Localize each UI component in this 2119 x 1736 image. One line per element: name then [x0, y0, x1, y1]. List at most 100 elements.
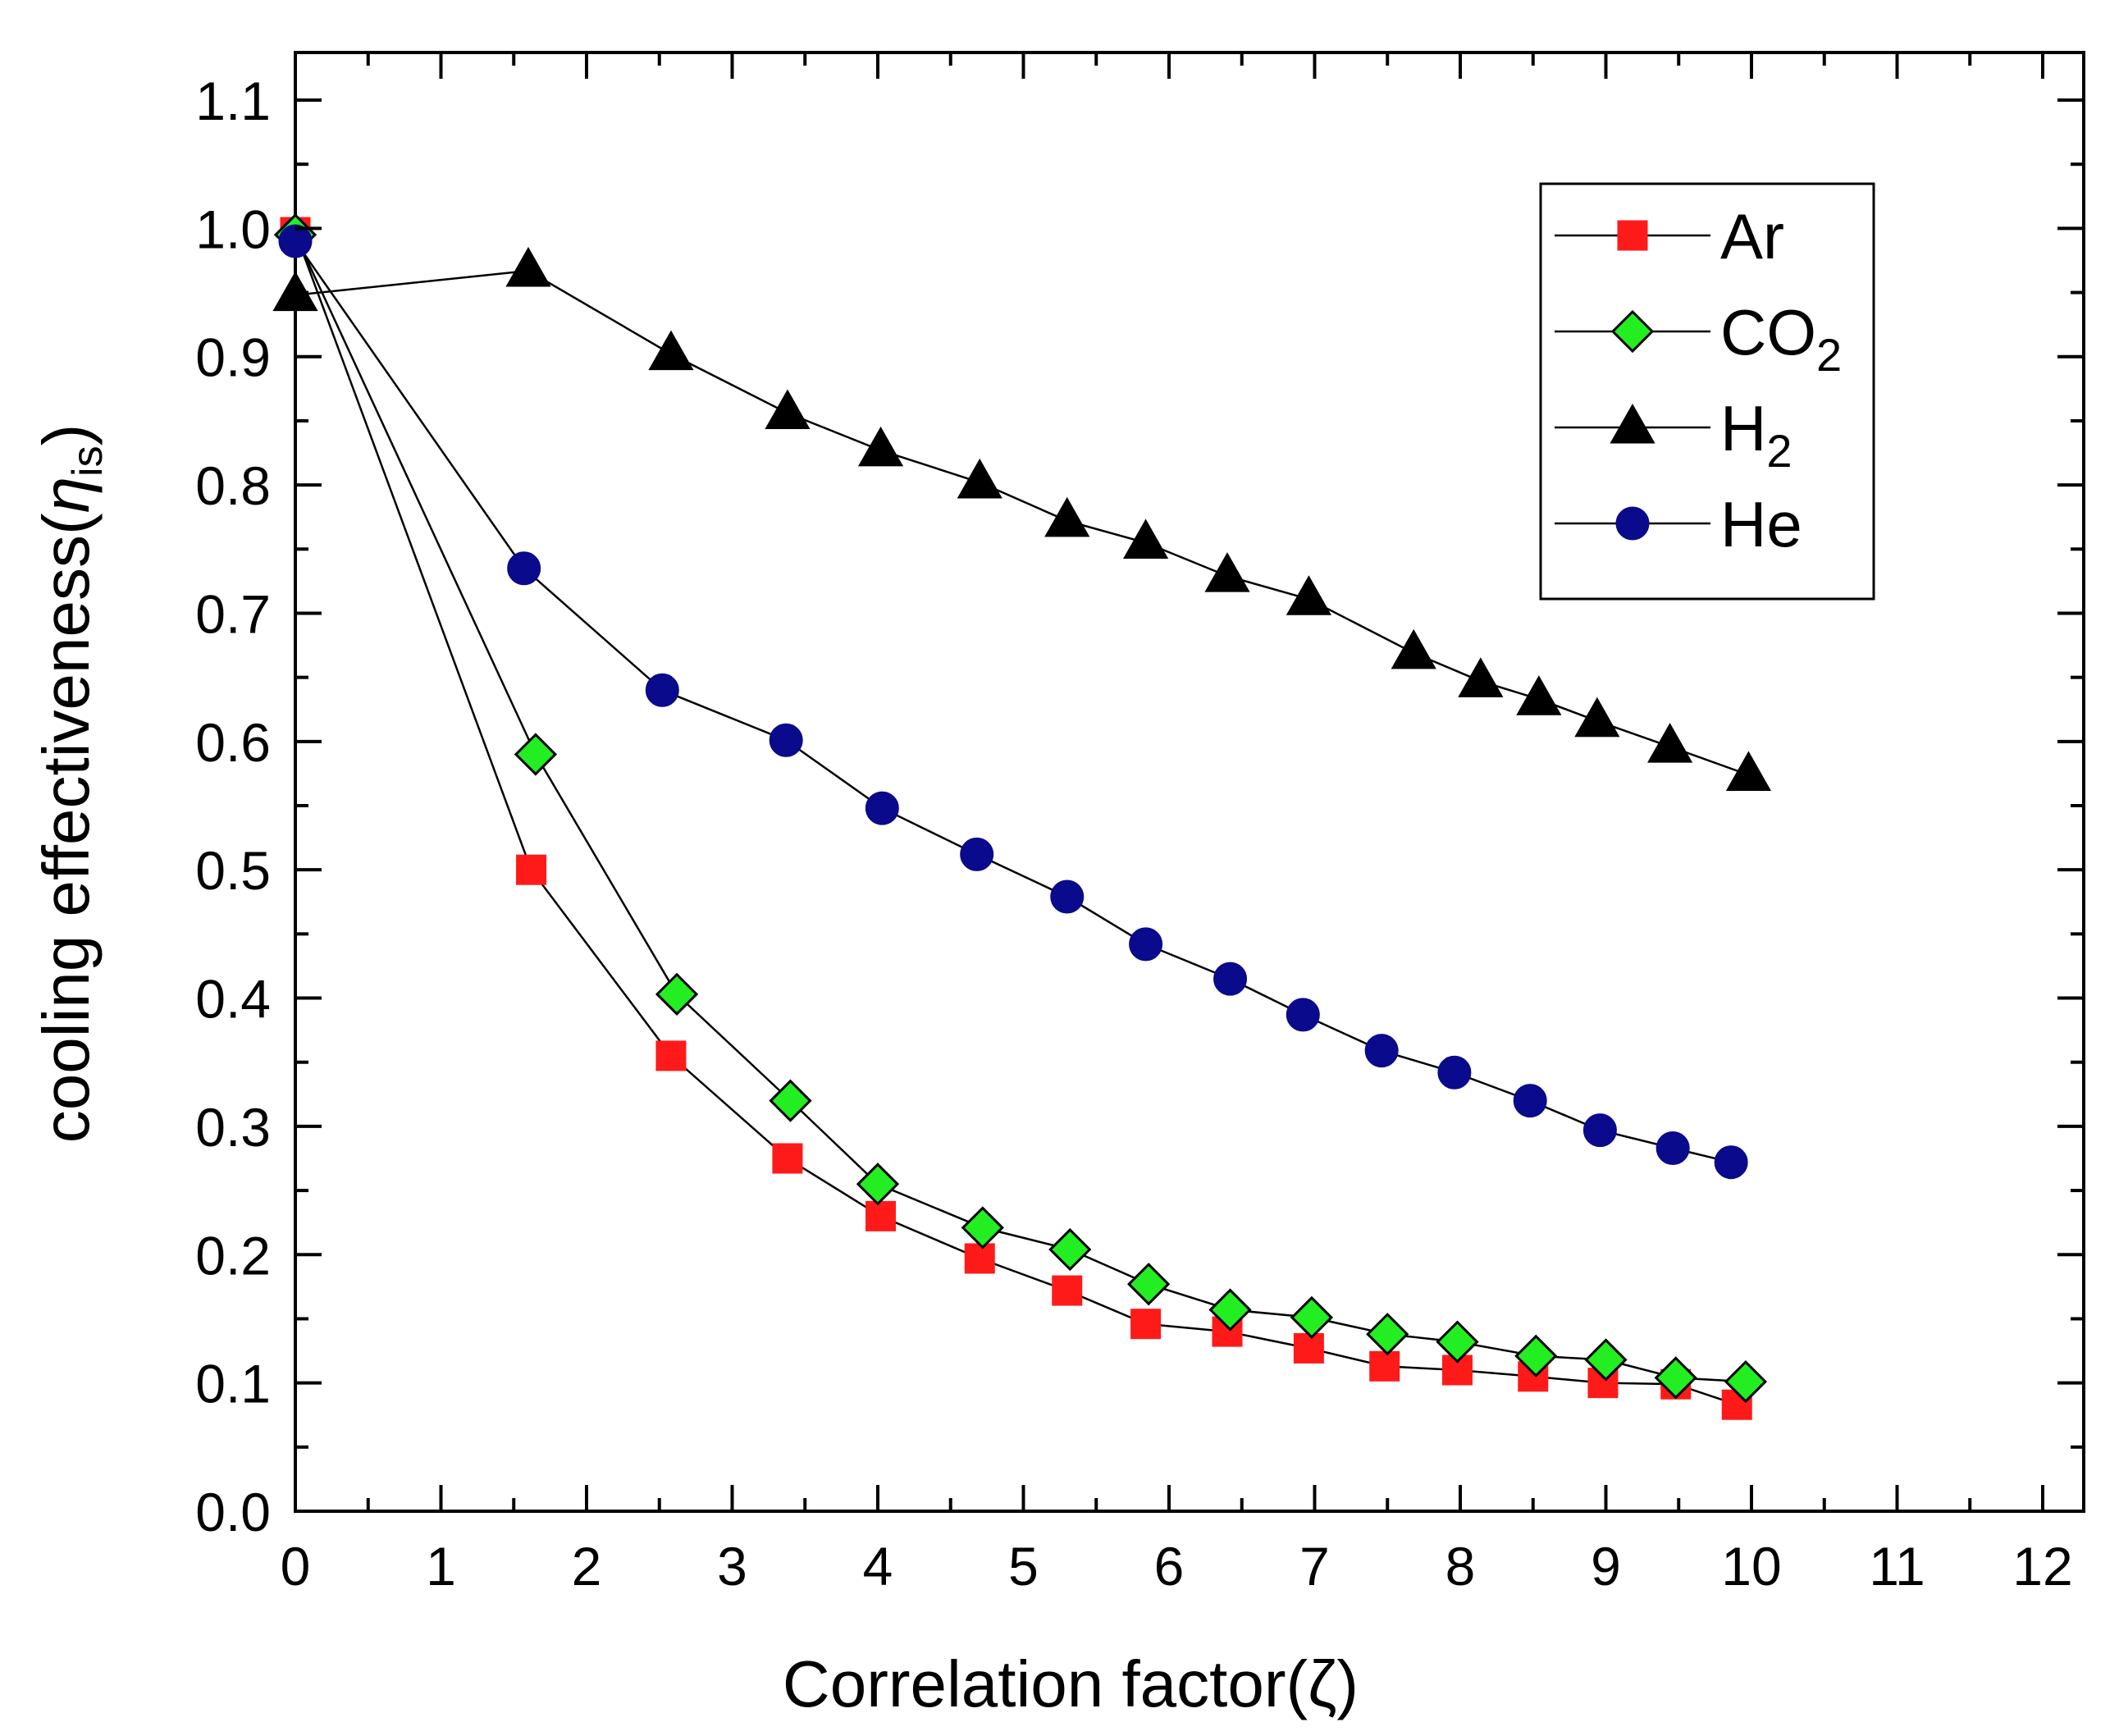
data-point-he	[1050, 879, 1085, 914]
x-tick-label: 7	[1299, 1536, 1330, 1597]
x-tick-label: 5	[1008, 1536, 1039, 1597]
legend-marker-co2	[1610, 309, 1655, 354]
series-line-he	[294, 240, 1732, 1163]
data-point-co2	[1584, 1338, 1628, 1382]
data-point-h2	[1574, 697, 1620, 738]
data-point-he	[1582, 1113, 1617, 1148]
data-point-he	[1714, 1145, 1748, 1180]
data-point-co2	[1208, 1288, 1252, 1332]
legend-label-text: CO	[1720, 296, 1816, 368]
data-point-co2	[1048, 1227, 1092, 1272]
data-point-h2	[1458, 657, 1504, 697]
data-point-h2	[957, 458, 1002, 499]
legend-label-text: He	[1720, 488, 1802, 560]
data-point-h2	[1647, 723, 1693, 763]
data-point-co2	[1724, 1359, 1768, 1404]
x-tick-label: 3	[717, 1536, 747, 1597]
data-point-h2	[857, 426, 904, 467]
y-tick-label: 0.0	[195, 1482, 271, 1542]
data-point-h2	[765, 389, 811, 430]
data-point-ar	[1293, 1332, 1324, 1364]
legend-label-text: Ar	[1720, 200, 1784, 272]
data-point-ar	[655, 1040, 687, 1071]
data-point-he	[1286, 998, 1320, 1032]
data-point-ar	[964, 1243, 995, 1274]
data-point-he	[1655, 1131, 1690, 1165]
data-point-h2	[1123, 519, 1169, 559]
y-axis-label-symbol: η	[30, 477, 103, 513]
data-point-co2	[769, 1079, 812, 1122]
x-tick-label: 8	[1445, 1536, 1476, 1597]
data-point-ar	[1052, 1275, 1083, 1306]
data-point-h2	[1044, 496, 1090, 537]
data-point-ar	[1369, 1350, 1400, 1382]
x-tick-label: 4	[863, 1536, 893, 1597]
y-tick-label: 1.1	[195, 71, 271, 131]
data-point-co2	[856, 1163, 900, 1206]
legend-label-ar: Ar	[1720, 200, 1784, 272]
data-point-co2	[1290, 1295, 1334, 1340]
y-axis-label-prefix: cooling effectiveness(	[30, 513, 103, 1143]
y-tick-label: 0.3	[195, 1097, 271, 1158]
legend-label-h2: H2	[1720, 392, 1792, 477]
data-point-co2	[1436, 1320, 1479, 1364]
data-point-he	[1364, 1034, 1399, 1068]
legend-label-subscript: 2	[1766, 425, 1792, 477]
data-point-co2	[1127, 1263, 1171, 1306]
series-line-ar	[294, 231, 1738, 1406]
data-point-co2	[655, 972, 699, 1016]
data-point-h2	[1725, 751, 1772, 791]
x-tick-label: 11	[1869, 1536, 1925, 1597]
legend-marker-ar	[1617, 220, 1648, 251]
y-tick-label: 1.0	[195, 199, 271, 259]
data-point-h2	[1391, 628, 1436, 669]
y-tick-label: 0.7	[195, 583, 271, 644]
legend-marker-h2	[1610, 403, 1655, 444]
legend-marker-he	[1615, 506, 1650, 541]
legend-label-subscript: 2	[1816, 329, 1842, 381]
x-tick-label: 10	[1721, 1536, 1781, 1597]
x-tick-label: 9	[1591, 1536, 1621, 1597]
data-point-co2	[961, 1206, 1004, 1249]
x-tick-label: 12	[2012, 1536, 2072, 1597]
data-point-h2	[648, 330, 694, 371]
data-point-he	[1213, 962, 1248, 996]
data-point-he	[769, 723, 803, 757]
x-tick-label: 1	[426, 1536, 456, 1597]
y-tick-label: 0.1	[195, 1354, 271, 1414]
data-point-he	[1129, 927, 1163, 962]
x-tick-label: 2	[572, 1536, 602, 1597]
data-point-ar	[865, 1200, 897, 1231]
series-line-co2	[294, 234, 1746, 1383]
data-point-he	[1437, 1055, 1472, 1090]
x-axis-label: Correlation factor(ζ)	[783, 1647, 1359, 1720]
data-point-h2	[505, 246, 551, 287]
data-point-ar	[772, 1143, 803, 1174]
series-line-h2	[295, 269, 1749, 776]
y-tick-label: 0.8	[195, 455, 271, 516]
y-tick-label: 0.6	[195, 712, 271, 773]
data-point-ar	[1130, 1309, 1162, 1340]
data-point-he	[645, 673, 679, 707]
y-tick-label: 0.5	[195, 840, 271, 901]
y-tick-label: 0.4	[195, 969, 271, 1030]
data-point-h2	[1516, 675, 1562, 715]
x-tick-label: 6	[1154, 1536, 1185, 1597]
legend-label-co2: CO2	[1720, 296, 1842, 381]
data-point-h2	[1204, 552, 1250, 592]
data-point-he	[865, 791, 899, 825]
x-tick-label: 0	[281, 1536, 311, 1597]
data-point-ar	[516, 854, 547, 885]
data-point-he	[278, 224, 313, 258]
y-tick-label: 0.9	[195, 327, 271, 388]
data-point-he	[507, 551, 541, 586]
legend-box	[1539, 182, 1875, 601]
data-point-co2	[1514, 1334, 1558, 1377]
data-point-co2	[514, 733, 557, 776]
y-axis-label-suffix: )	[30, 424, 103, 446]
data-point-co2	[1366, 1313, 1409, 1356]
y-axis-label: cooling effectiveness(ηis)	[30, 424, 112, 1143]
data-point-h2	[1286, 575, 1331, 615]
